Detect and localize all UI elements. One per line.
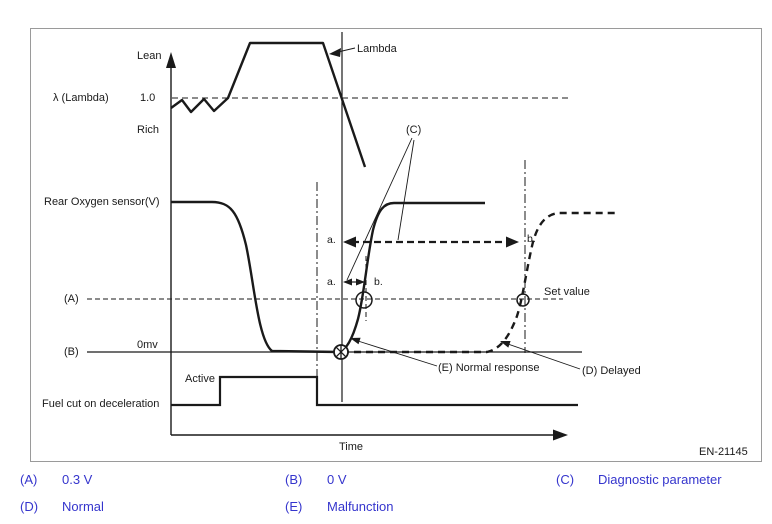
a-ref-label: (A): [64, 293, 79, 305]
small-interval-arrow: [343, 278, 365, 286]
legend-item-c: (C) Diagnostic parameter: [556, 472, 722, 487]
delayed-leader: [500, 341, 581, 370]
diagnostic-interval-arrow: [343, 236, 519, 248]
b-ref-label: (B): [64, 346, 79, 358]
time-label: Time: [339, 441, 364, 453]
legend-key-a: (A): [20, 472, 38, 487]
normal-setpoint-circle: [355, 291, 373, 309]
delayed-setpoint-circle: [516, 293, 530, 307]
fuel-cut-trace: [171, 375, 578, 407]
lambda-signal-curve: [170, 41, 367, 168]
delayed-response-curve: [342, 211, 616, 354]
b-upper-label: b.: [527, 233, 536, 245]
normal-response-label: (E) Normal response: [438, 362, 540, 374]
lambda-axis-line: [166, 52, 176, 435]
legend-item-e: (E) Malfunction: [285, 499, 393, 514]
legend-key-b: (B): [285, 472, 303, 487]
c-leader-lines: [346, 137, 415, 281]
legend-item-b: (B) 0 V: [285, 472, 347, 487]
time-axis-line: [171, 429, 568, 441]
b-lower-label: b.: [374, 276, 383, 288]
legend-key-e: (E): [285, 499, 303, 514]
rich-label: Rich: [137, 124, 160, 136]
legend-item-a: (A) 0.3 V: [20, 472, 92, 487]
rear-oxygen-sensor-label: Rear Oxygen sensor(V): [44, 196, 160, 208]
normal-response-leader: [350, 337, 438, 367]
legend-key-d: (D): [20, 499, 39, 514]
set-value-label: Set value: [544, 286, 590, 298]
a-lower-label: a.: [327, 276, 336, 288]
figure-code: EN-21145: [699, 446, 748, 458]
legend-item-d: (D) Normal: [20, 499, 104, 514]
lean-label: Lean: [137, 50, 162, 62]
a-upper-label: a.: [327, 234, 336, 246]
c-ref-label: (C): [406, 124, 422, 136]
legend-value-d: Normal: [62, 499, 104, 514]
origin-crossed-circle: [333, 344, 349, 360]
fuel-cut-label: Fuel cut on deceleration: [42, 398, 160, 410]
legend-key-c: (C): [556, 472, 575, 487]
lambda-leader-arrow: [329, 47, 356, 57]
lambda-axis-label: λ (Lambda): [53, 92, 109, 104]
zero-mv-label: 0mv: [137, 339, 158, 351]
delayed-label: (D) Delayed: [582, 365, 641, 377]
active-label: Active: [185, 373, 215, 385]
legend-value-a: 0.3 V: [62, 472, 93, 487]
legend-value-b: 0 V: [327, 472, 347, 487]
scale-1-0-label: 1.0: [140, 92, 156, 104]
lambda-curve-label: Lambda: [357, 43, 397, 55]
figure-frame: [30, 28, 762, 462]
legend-value-e: Malfunction: [327, 499, 394, 514]
legend-value-c: Diagnostic parameter: [598, 472, 722, 487]
